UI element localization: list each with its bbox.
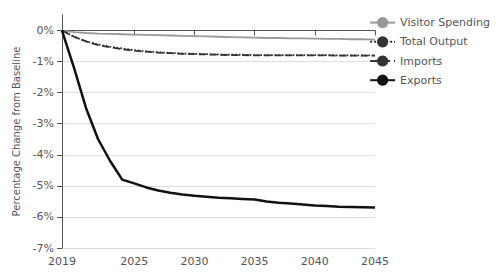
svg-text:-6%: -6%	[33, 210, 54, 223]
svg-text:-1%: -1%	[33, 55, 54, 68]
svg-text:2040: 2040	[301, 255, 329, 268]
svg-text:-7%: -7%	[33, 242, 54, 255]
svg-text:-5%: -5%	[33, 179, 54, 192]
svg-text:Percentage Change from Baselin: Percentage Change from Baseline	[11, 47, 22, 217]
svg-text:Total Output: Total Output	[399, 35, 468, 48]
svg-text:0%: 0%	[37, 24, 54, 37]
svg-text:2030: 2030	[180, 255, 208, 268]
svg-text:Imports: Imports	[400, 55, 443, 68]
svg-text:2045: 2045	[361, 255, 389, 268]
svg-text:-2%: -2%	[33, 86, 54, 99]
svg-text:-4%: -4%	[33, 148, 54, 161]
svg-text:2025: 2025	[120, 255, 148, 268]
svg-text:2019: 2019	[48, 255, 76, 268]
svg-text:-3%: -3%	[33, 117, 54, 130]
svg-text:2035: 2035	[241, 255, 269, 268]
svg-text:Visitor Spending: Visitor Spending	[400, 16, 490, 29]
svg-text:Exports: Exports	[400, 74, 442, 87]
